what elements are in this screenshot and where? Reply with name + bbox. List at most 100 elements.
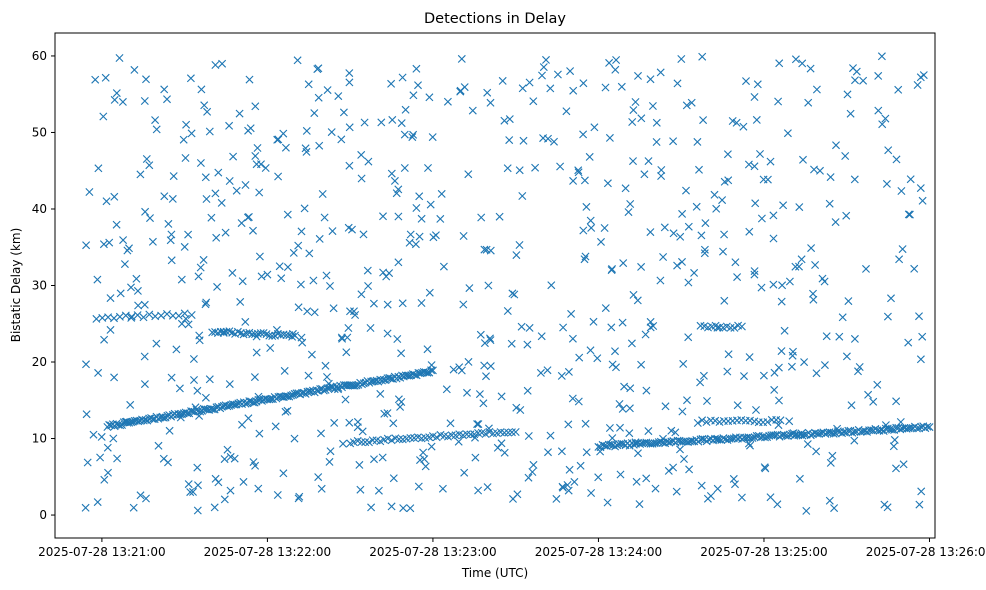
detection-marker	[210, 503, 219, 512]
detection-marker	[905, 210, 914, 219]
detection-marker	[106, 294, 115, 303]
detection-marker	[167, 256, 176, 265]
detection-marker	[96, 453, 105, 462]
detection-marker	[899, 460, 908, 469]
detection-marker	[119, 236, 128, 245]
detection-marker	[556, 162, 565, 171]
detection-marker	[93, 498, 102, 507]
detection-marker	[245, 75, 254, 84]
detection-marker	[586, 346, 595, 355]
detection-marker	[547, 281, 556, 290]
y-tick-label: 60	[32, 49, 47, 63]
detection-marker	[740, 372, 748, 381]
detection-marker	[915, 312, 923, 321]
detection-marker	[482, 372, 490, 381]
detection-marker	[120, 260, 129, 269]
detection-marker	[351, 311, 360, 319]
detection-marker	[710, 190, 719, 199]
detection-marker	[507, 339, 516, 348]
detection-marker	[855, 363, 864, 371]
detection-marker	[378, 453, 387, 462]
detection-marker	[466, 430, 475, 439]
detection-marker	[303, 307, 312, 316]
detection-marker	[726, 323, 735, 332]
detection-marker	[393, 335, 402, 343]
detection-marker	[525, 78, 534, 87]
detection-marker	[252, 332, 261, 341]
detection-marker	[255, 188, 264, 197]
detection-marker	[102, 197, 111, 206]
detection-marker	[238, 277, 247, 286]
detection-marker	[632, 477, 641, 486]
detection-marker	[874, 71, 883, 80]
detection-marker	[251, 152, 260, 160]
detection-marker	[724, 350, 733, 359]
detection-marker	[646, 75, 655, 84]
detection-marker	[195, 336, 204, 345]
detection-marker	[626, 200, 635, 208]
detection-marker	[538, 71, 546, 80]
detection-marker	[605, 133, 614, 142]
detection-marker	[594, 473, 603, 482]
detection-marker	[483, 88, 492, 97]
detection-marker	[409, 91, 418, 100]
detection-marker	[661, 402, 670, 411]
detection-marker	[271, 422, 280, 431]
detection-marker	[605, 58, 614, 67]
detection-marker	[700, 245, 709, 254]
detection-marker	[394, 258, 403, 267]
detection-marker	[723, 150, 732, 159]
detection-marker	[570, 477, 579, 486]
detection-marker	[177, 319, 186, 328]
detection-marker	[238, 420, 246, 429]
detection-marker	[174, 311, 183, 320]
detection-marker	[127, 312, 136, 321]
detection-marker	[328, 227, 337, 236]
detection-marker	[803, 440, 812, 449]
detection-marker	[202, 195, 211, 203]
detection-marker	[364, 157, 373, 166]
detection-marker	[376, 389, 385, 398]
detection-marker	[515, 241, 524, 249]
detection-marker	[310, 308, 319, 317]
detection-marker	[482, 245, 491, 254]
detection-marker	[917, 487, 926, 496]
detection-marker	[798, 59, 807, 68]
detection-marker	[557, 371, 566, 380]
detection-marker	[566, 67, 575, 76]
detection-marker	[820, 277, 829, 286]
detection-marker	[474, 429, 483, 437]
detection-marker	[297, 227, 306, 236]
detection-marker	[211, 189, 220, 198]
detection-marker	[896, 418, 905, 426]
detection-marker	[387, 79, 396, 88]
detection-marker	[635, 500, 644, 509]
detection-marker	[510, 290, 519, 299]
detection-marker	[236, 297, 245, 306]
detection-marker	[228, 268, 237, 277]
detection-marker	[110, 95, 119, 104]
detection-marker	[394, 395, 403, 404]
detection-marker	[543, 366, 552, 375]
detection-marker	[702, 418, 711, 426]
detection-marker	[158, 413, 166, 422]
detection-marker	[359, 230, 368, 239]
detection-marker	[825, 496, 834, 505]
detection-marker	[629, 290, 638, 299]
detection-marker	[220, 455, 229, 464]
detection-marker	[239, 330, 248, 339]
detection-marker	[201, 173, 210, 182]
detection-marker	[357, 150, 366, 159]
detection-marker	[795, 474, 804, 483]
detection-marker	[715, 435, 724, 444]
detection-marker	[217, 198, 226, 207]
detection-marker	[425, 93, 434, 102]
y-tick-label: 20	[32, 355, 47, 369]
detection-marker	[849, 64, 857, 73]
detection-marker	[581, 252, 590, 261]
detection-marker	[290, 434, 299, 443]
detection-marker	[895, 255, 904, 264]
detection-marker	[634, 71, 642, 80]
detection-marker	[168, 311, 177, 320]
